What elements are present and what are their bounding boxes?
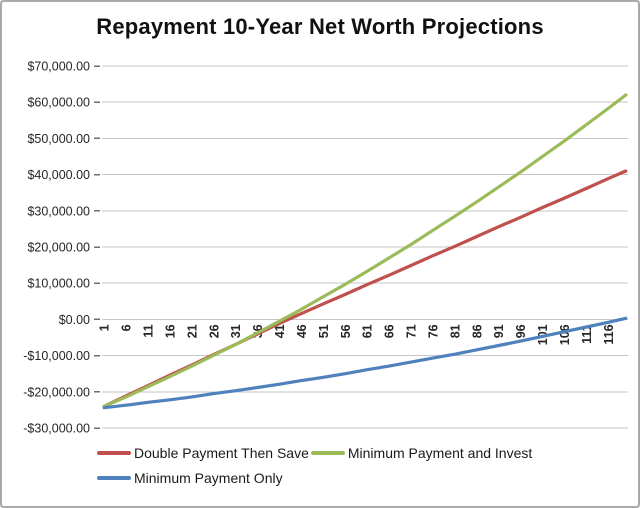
x-axis-label: 106 [558, 324, 572, 345]
x-axis-label: 96 [514, 324, 528, 338]
x-axis-label: 31 [229, 324, 243, 338]
x-axis-label: 51 [317, 324, 331, 338]
y-axis-label: $0.00 [59, 313, 90, 327]
x-axis-label: 66 [383, 324, 397, 338]
series-line-1 [102, 93, 628, 408]
x-axis-label: 91 [492, 324, 506, 338]
x-axis-label: 6 [120, 324, 134, 331]
legend-item-min-payment-invest: Minimum Payment and Invest [310, 445, 534, 461]
x-axis-label: 86 [470, 324, 484, 338]
x-axis-label: 76 [426, 324, 440, 338]
legend-label: Minimum Payment and Invest [347, 445, 533, 461]
y-axis-label: $30,000.00 [27, 204, 90, 218]
legend-label: Minimum Payment Only [134, 470, 283, 486]
legend-swatch-blue-line [97, 476, 131, 480]
x-axis-label: 11 [142, 324, 156, 337]
y-axis-label: $70,000.00 [27, 60, 90, 74]
series-line-2 [102, 316, 628, 410]
chart-title: Repayment 10-Year Net Worth Projections [96, 14, 544, 39]
legend-swatch-red-line [97, 451, 131, 455]
y-axis-label: $20,000.00 [27, 241, 90, 255]
legend-label: Double Payment Then Save [134, 445, 309, 461]
x-axis-label: 61 [361, 324, 375, 338]
x-axis-label: 16 [163, 324, 177, 338]
x-axis-label: 71 [405, 324, 419, 338]
x-axis-label: 56 [339, 324, 353, 338]
x-axis-label: 21 [185, 324, 199, 338]
y-axis-label: $50,000.00 [27, 132, 90, 146]
x-axis-label: 41 [273, 324, 287, 338]
x-axis-label: 46 [295, 324, 309, 338]
x-axis-label: 116 [602, 324, 616, 344]
y-axis-label: $60,000.00 [27, 96, 90, 110]
legend-item-double-payment: Double Payment Then Save [97, 445, 311, 461]
x-axis-label: 1 [98, 324, 112, 331]
x-axis-label: 26 [207, 324, 221, 338]
legend-swatch-green-line [310, 451, 345, 455]
y-axis-label: -$30,000.00 [23, 422, 90, 436]
y-axis-label: -$10,000.00 [23, 349, 90, 363]
legend-item-min-payment-only: Minimum Payment Only [97, 470, 285, 486]
legend: Double Payment Then Save Minimum Payment… [97, 445, 577, 486]
y-axis-label: $40,000.00 [27, 168, 90, 182]
y-axis-label: -$20,000.00 [23, 385, 90, 399]
x-axis-label: 81 [448, 324, 462, 338]
y-axis-label: $10,000.00 [27, 277, 90, 291]
